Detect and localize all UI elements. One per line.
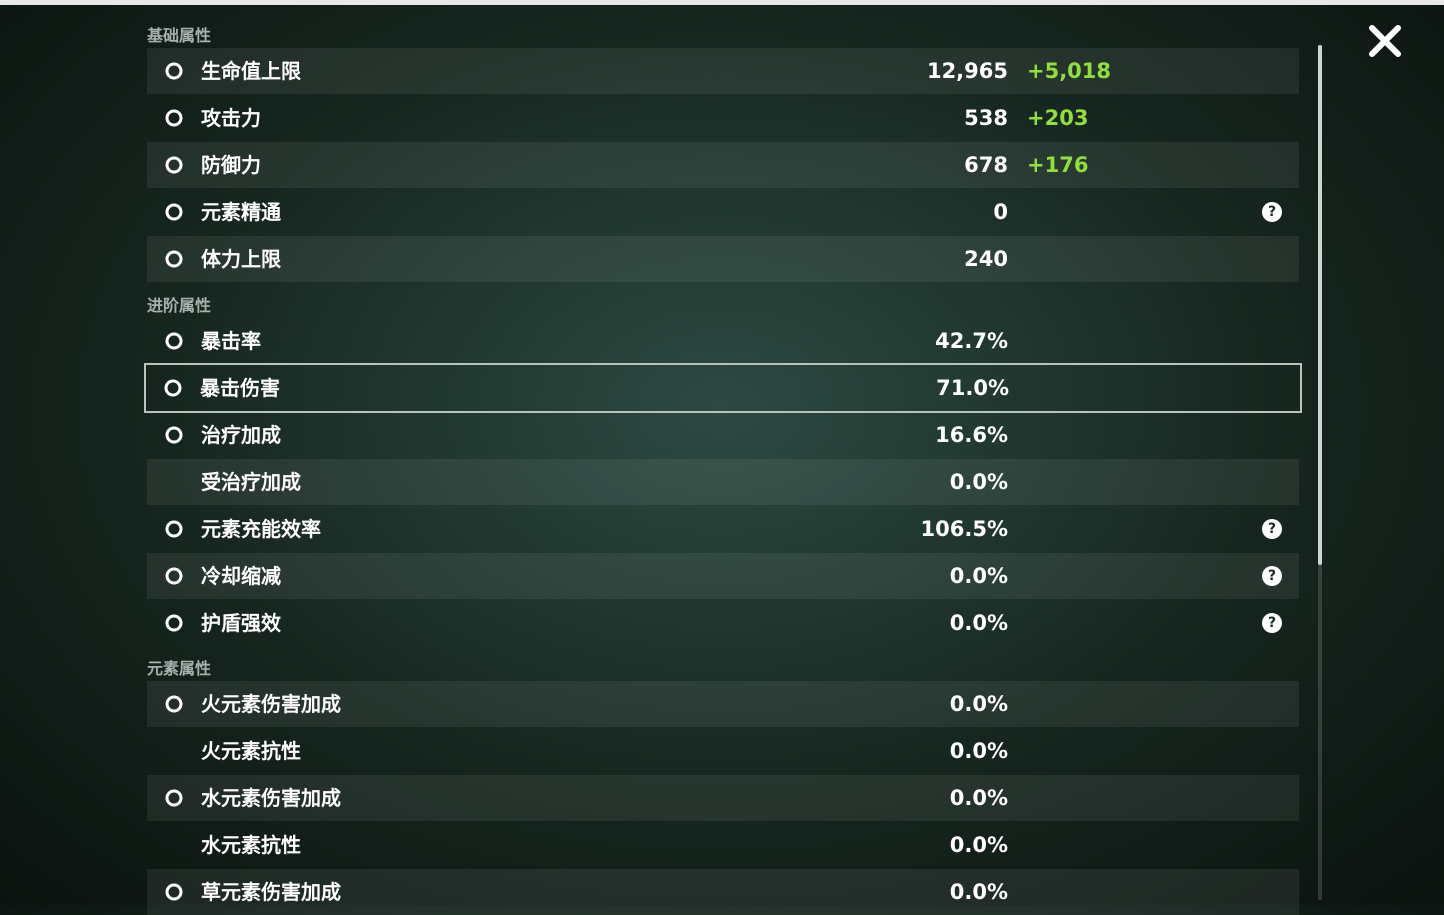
stat-label: 暴击伤害 xyxy=(200,376,280,400)
stat-value: 71.0% xyxy=(936,376,1009,400)
stat-value: 0.0% xyxy=(949,739,1008,763)
stat-row[interactable]: 火元素伤害加成 0.0% xyxy=(147,681,1299,727)
stat-row[interactable]: 暴击伤害 71.0% xyxy=(144,363,1302,413)
stat-row[interactable]: 治疗加成 16.6% xyxy=(147,412,1299,458)
help-icon[interactable]: ? xyxy=(1262,519,1282,539)
stat-icon xyxy=(165,426,183,444)
help-icon[interactable]: ? xyxy=(1262,613,1282,633)
section-title: 进阶属性 xyxy=(147,296,212,315)
stat-label: 元素精通 xyxy=(201,200,281,224)
stat-row[interactable]: 护盾强效 0.0%? xyxy=(147,600,1299,646)
stat-value: 538 xyxy=(964,106,1008,130)
stat-icon xyxy=(165,883,183,901)
stat-icon xyxy=(165,567,183,585)
stat-row[interactable]: 草元素伤害加成 0.0% xyxy=(147,869,1299,915)
stat-label: 水元素伤害加成 xyxy=(201,786,341,810)
stat-icon xyxy=(165,250,183,268)
stat-row[interactable]: 生命值上限 12,965 +5,018 xyxy=(147,48,1299,94)
stat-row[interactable]: 体力上限 240 xyxy=(147,236,1299,282)
scrollbar[interactable] xyxy=(1318,45,1322,565)
stat-bonus: +176 xyxy=(1027,153,1089,177)
stat-icon xyxy=(165,203,183,221)
stat-label: 护盾强效 xyxy=(201,611,281,635)
stat-value: 12,965 xyxy=(926,59,1008,83)
stat-icon xyxy=(165,789,183,807)
stat-icon xyxy=(165,109,183,127)
stat-value: 240 xyxy=(964,247,1008,271)
stat-value: 0.0% xyxy=(949,470,1008,494)
stat-value: 0.0% xyxy=(949,833,1008,857)
stat-icon xyxy=(164,379,182,397)
stat-label: 生命值上限 xyxy=(201,59,301,83)
section-title: 元素属性 xyxy=(147,659,212,678)
stat-value: 0.0% xyxy=(949,564,1008,588)
stat-value: 42.7% xyxy=(935,329,1008,353)
stat-value: 0.0% xyxy=(949,692,1008,716)
stat-icon xyxy=(165,520,183,538)
stat-row[interactable]: 冷却缩减 0.0%? xyxy=(147,553,1299,599)
stat-label: 冷却缩减 xyxy=(201,564,281,588)
stat-row[interactable]: 火元素抗性 0.0% xyxy=(147,728,1299,774)
help-icon[interactable]: ? xyxy=(1262,202,1282,222)
stat-value: 106.5% xyxy=(920,517,1008,541)
stat-value: 16.6% xyxy=(935,423,1008,447)
stat-label: 水元素抗性 xyxy=(201,833,301,857)
stat-label: 防御力 xyxy=(201,153,261,177)
stat-label: 攻击力 xyxy=(201,106,261,130)
stat-value: 0.0% xyxy=(949,786,1008,810)
stat-label: 暴击率 xyxy=(201,329,261,353)
stat-row[interactable]: 水元素抗性 0.0% xyxy=(147,822,1299,868)
stat-value: 0 xyxy=(993,200,1008,224)
stat-icon xyxy=(165,332,183,350)
stat-row[interactable]: 暴击率 42.7% xyxy=(147,318,1299,364)
section-title: 基础属性 xyxy=(147,26,212,45)
stat-icon xyxy=(165,62,183,80)
stat-value: 0.0% xyxy=(949,611,1008,635)
stat-icon xyxy=(165,614,183,632)
stat-label: 受治疗加成 xyxy=(201,470,301,494)
stat-row[interactable]: 受治疗加成 0.0% xyxy=(147,459,1299,505)
stat-label: 体力上限 xyxy=(201,247,281,271)
scroll-track xyxy=(1318,565,1322,900)
close-button[interactable] xyxy=(1366,22,1404,60)
stat-value: 678 xyxy=(964,153,1008,177)
top-edge xyxy=(0,0,1444,5)
stat-icon xyxy=(165,695,183,713)
stat-label: 火元素伤害加成 xyxy=(201,692,341,716)
stat-label: 治疗加成 xyxy=(201,423,281,447)
stat-row[interactable]: 攻击力 538 +203 xyxy=(147,95,1299,141)
stat-row[interactable]: 水元素伤害加成 0.0% xyxy=(147,775,1299,821)
stat-label: 草元素伤害加成 xyxy=(201,880,341,904)
stat-value: 0.0% xyxy=(949,880,1008,904)
stat-row[interactable]: 元素充能效率 106.5%? xyxy=(147,506,1299,552)
stat-label: 元素充能效率 xyxy=(201,517,321,541)
stat-row[interactable]: 元素精通 0? xyxy=(147,189,1299,235)
stat-row[interactable]: 防御力 678 +176 xyxy=(147,142,1299,188)
stat-bonus: +5,018 xyxy=(1027,59,1112,83)
help-icon[interactable]: ? xyxy=(1262,566,1282,586)
stat-icon xyxy=(165,156,183,174)
stat-bonus: +203 xyxy=(1027,106,1089,130)
stat-label: 火元素抗性 xyxy=(201,739,301,763)
